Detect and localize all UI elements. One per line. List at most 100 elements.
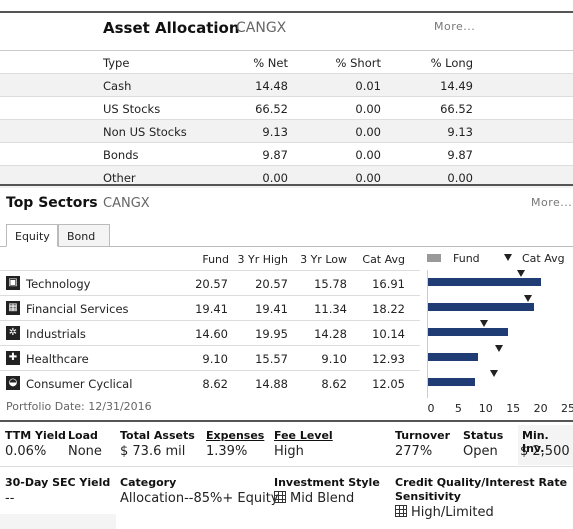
sector-3yr-low: 9.10: [321, 352, 347, 366]
min-inv-value: $ 2,500: [520, 444, 570, 459]
sector-row: ▣ Technology 20.57 20.57 15.78 16.91: [0, 270, 420, 295]
row-long: 14.49: [440, 79, 473, 93]
sector-3yr-high: 15.57: [255, 352, 288, 366]
min-inv-cell: Min. Inv.: [518, 425, 573, 465]
sector-cat-avg: 12.93: [372, 352, 405, 366]
asset-allocation-section: Asset Allocation CANGX More... Type % Ne…: [0, 11, 573, 188]
status-value: Open: [463, 444, 498, 459]
ttm-yield-label: TTM Yield: [5, 429, 66, 442]
credit-quality-value: High/Limited: [395, 505, 494, 520]
sector-3yr-high: 19.95: [255, 327, 288, 341]
sector-name: Industrials: [26, 327, 86, 341]
col-cat-avg-header: Cat Avg: [362, 253, 405, 266]
cat-avg-marker: [494, 345, 503, 352]
sector-3yr-low: 11.34: [314, 302, 347, 316]
table-row: Bonds 9.87 0.00 9.87: [0, 142, 573, 165]
row-long: 66.52: [440, 102, 473, 116]
cat-avg-marker: [516, 270, 525, 277]
x-tick-label: 20: [533, 402, 548, 415]
sector-bar-chart: [427, 270, 567, 398]
fund-bar: [428, 378, 476, 386]
row-long: 9.13: [447, 125, 473, 139]
legend-cat-marker: [504, 254, 512, 261]
tab-equity[interactable]: Equity: [6, 224, 58, 247]
col-long-header: % Long: [430, 56, 473, 70]
sector-row: ✲ Industrials 14.60 19.95 14.28 10.14: [0, 320, 420, 345]
min-inv-label: Min. Inv.: [522, 429, 549, 455]
turnover-label: Turnover: [395, 429, 450, 442]
x-tick-label: 25: [561, 402, 573, 415]
row-net: 14.48: [255, 79, 288, 93]
industrials-icon: ✲: [6, 326, 20, 340]
col-type-header: Type: [103, 56, 130, 70]
consumer-cyclical-icon: ◒: [6, 376, 20, 390]
row-net: 0.00: [262, 171, 288, 185]
row-type: Other: [103, 171, 136, 185]
sector-cat-avg: 12.05: [372, 377, 405, 391]
expenses-value: 1.39%: [206, 444, 248, 459]
cat-avg-marker: [490, 370, 499, 377]
row-long: 9.87: [447, 148, 473, 162]
row-net: 9.87: [262, 148, 288, 162]
sector-row: ✚ Healthcare 9.10 15.57 9.10 12.93: [0, 345, 420, 370]
asset-allocation-ticker: CANGX: [236, 20, 287, 36]
cat-avg-marker: [479, 320, 488, 327]
total-assets-label: Total Assets: [120, 429, 195, 442]
fund-bar: [428, 278, 541, 286]
table-row: US Stocks 66.52 0.00 66.52: [0, 96, 573, 119]
tab-divider: [0, 246, 6, 247]
row-short: 0.01: [355, 79, 381, 93]
total-assets-value: $ 73.6 mil: [120, 444, 186, 459]
asset-allocation-title: Asset Allocation: [103, 19, 240, 37]
sector-cat-avg: 18.22: [372, 302, 405, 316]
category-value: Allocation--85%+ Equity: [120, 491, 279, 506]
x-tick-label: 5: [454, 402, 462, 415]
tab-bond[interactable]: Bond: [58, 224, 110, 247]
row-short: 0.00: [355, 125, 381, 139]
top-sectors-ticker: CANGX: [103, 196, 150, 211]
top-sectors-more-link[interactable]: More...: [531, 196, 573, 209]
sector-fund: 8.62: [202, 377, 228, 391]
tab-divider: [110, 246, 573, 247]
row-net: 9.13: [262, 125, 288, 139]
row-type: Non US Stocks: [103, 125, 187, 139]
fund-stats-section: TTM Yield 0.06% Load None Total Assets $…: [0, 420, 573, 529]
fee-level-link[interactable]: Fee Level: [274, 429, 333, 442]
col-3yr-high-header: 3 Yr High: [237, 253, 288, 266]
top-sectors-title: Top Sectors: [6, 195, 98, 211]
investment-style-text: Mid Blend: [290, 491, 355, 506]
legend-cat-label: Cat Avg: [522, 252, 565, 265]
sector-cat-avg: 10.14: [372, 327, 405, 341]
fund-bar: [428, 328, 508, 336]
fund-bar: [428, 303, 535, 311]
sector-name: Healthcare: [26, 352, 89, 366]
sector-3yr-high: 20.57: [255, 277, 288, 291]
table-row: Non US Stocks 9.13 0.00 9.13: [0, 119, 573, 142]
x-tick-label: 15: [506, 402, 521, 415]
sector-name: Financial Services: [26, 302, 129, 316]
sector-fund: 14.60: [195, 327, 228, 341]
healthcare-icon: ✚: [6, 351, 20, 365]
row-type: Bonds: [103, 148, 139, 162]
sector-name: Consumer Cyclical: [26, 377, 133, 391]
col-short-header: % Short: [335, 56, 381, 70]
stats-divider: [0, 466, 573, 467]
credit-quality-label: Credit Quality/Interest Rate: [395, 476, 568, 489]
expenses-link[interactable]: Expenses: [206, 429, 265, 442]
category-label: Category: [120, 476, 177, 489]
row-type: Cash: [103, 79, 132, 93]
asset-allocation-more-link[interactable]: More...: [434, 20, 476, 33]
stats-filler: [0, 514, 116, 529]
row-long: 0.00: [447, 171, 473, 185]
investment-style-value: Mid Blend: [274, 491, 354, 506]
row-short: 0.00: [355, 171, 381, 185]
sec-yield-value: --: [5, 491, 15, 506]
legend-fund-label: Fund: [453, 252, 480, 265]
sec-yield-label: 30-Day SEC Yield: [5, 476, 111, 489]
x-tick-label: 0: [427, 402, 435, 415]
col-3yr-low-header: 3 Yr Low: [300, 253, 347, 266]
col-fund-header: Fund: [202, 253, 229, 266]
x-tick-label: 10: [478, 402, 493, 415]
sector-fund: 9.10: [202, 352, 228, 366]
sector-fund: 19.41: [195, 302, 228, 316]
